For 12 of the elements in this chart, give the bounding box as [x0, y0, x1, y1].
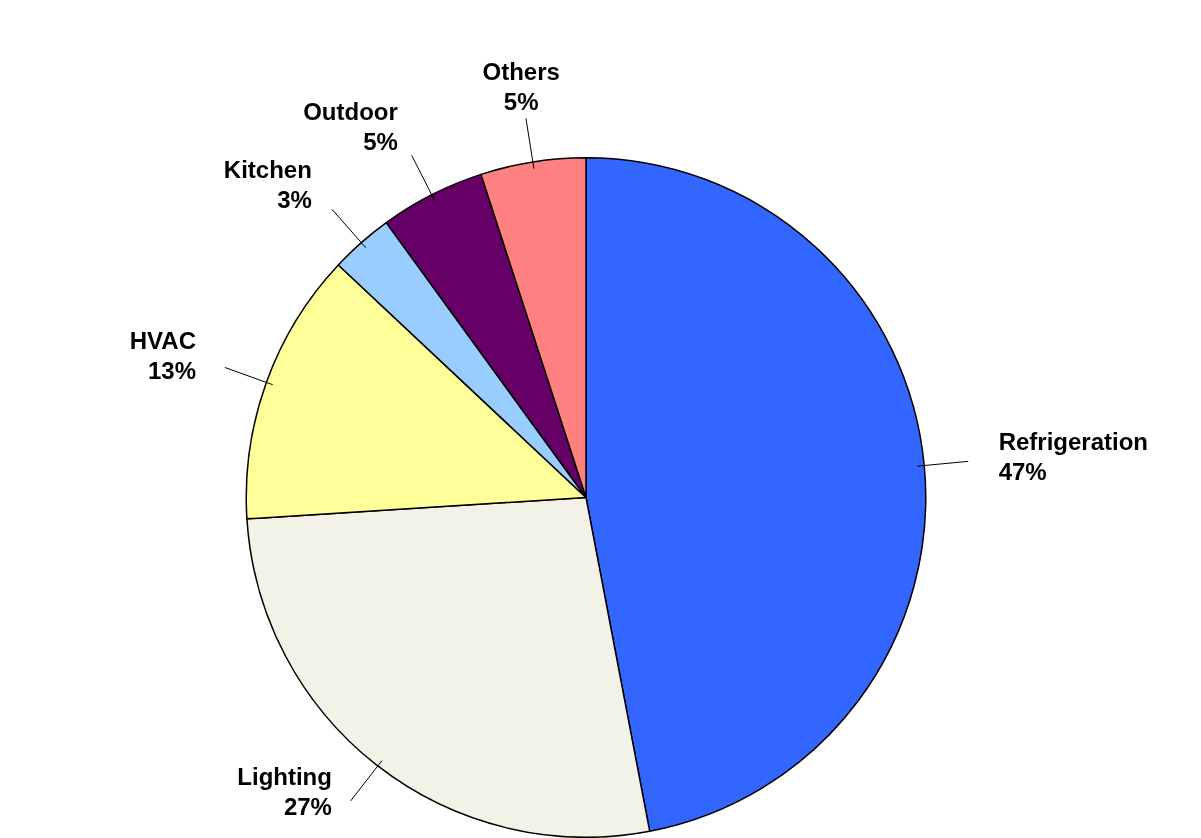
slice-label: Others — [482, 57, 560, 85]
slice-label: Kitchen — [223, 156, 312, 184]
data-label: 5% — [503, 87, 539, 115]
data-label: 27% — [283, 792, 332, 820]
data-label: 47% — [998, 458, 1047, 486]
slice-label: Lighting — [237, 762, 332, 790]
slice-label: HVAC — [129, 326, 197, 354]
data-label: 13% — [147, 356, 197, 384]
data-label: 3% — [277, 186, 312, 214]
data-label: 5% — [363, 127, 398, 155]
slice-label: Refrigeration — [998, 428, 1149, 456]
slice-label: Outdoor — [303, 97, 398, 125]
